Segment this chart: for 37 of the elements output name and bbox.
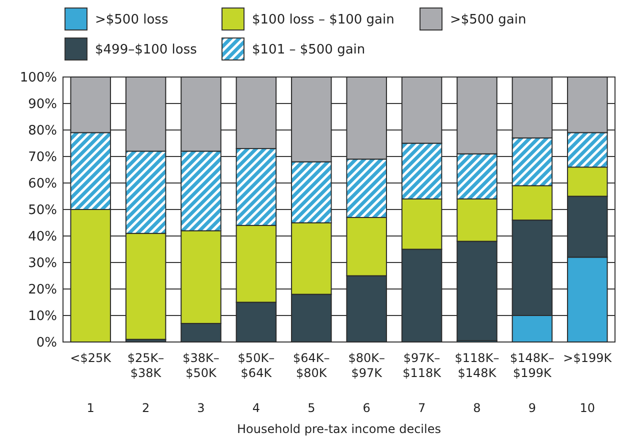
text: 1 <box>86 401 94 415</box>
text: 7 <box>418 401 426 415</box>
text: 3 <box>197 401 205 415</box>
legend-label: $101 – $500 gain <box>252 42 366 58</box>
y-tick-label: 50% <box>28 203 57 218</box>
x-tick-label: <$25K <box>70 351 112 365</box>
legend-label: >$500 loss <box>95 12 168 28</box>
x-tick-label: $118K– $148K <box>454 351 500 380</box>
y-tick-label: 60% <box>28 176 57 192</box>
x-tick-label: $80K– $97K <box>348 351 385 380</box>
text: 5 <box>308 401 316 415</box>
x-tick-label: $25K– $38K <box>127 351 164 380</box>
x-tick-label: >$199K <box>563 351 613 365</box>
x-tick-label: $148K– $199K <box>510 351 554 380</box>
y-tick-label: 80% <box>28 124 57 139</box>
text: 9 <box>528 401 536 415</box>
text: 6 <box>362 401 370 415</box>
x-tick-label: $64K– $80K <box>293 351 330 380</box>
legend-label: >$500 gain <box>450 12 526 28</box>
y-tick-label: 10% <box>28 309 57 324</box>
text: 8 <box>473 401 481 415</box>
text: 10 <box>580 401 596 415</box>
y-tick-label: 100% <box>20 70 57 86</box>
x-tick-label: $38K– $50K <box>182 351 220 380</box>
y-tick-label: 20% <box>28 282 57 298</box>
y-tick-label: 40% <box>28 230 57 245</box>
x-tick-label: $50K– $64K <box>238 351 275 380</box>
legend-label: $499–$100 loss <box>95 42 198 58</box>
legend-label: $100 loss – $100 gain <box>252 12 394 28</box>
x-tick-label: $97K– $118K <box>402 351 442 380</box>
text: 4 <box>252 401 260 415</box>
x-axis-title: Household pre-tax income deciles <box>237 422 441 436</box>
y-tick-label: 30% <box>28 256 57 272</box>
y-tick-label: 90% <box>28 97 57 112</box>
y-tick-label: 0% <box>36 336 57 351</box>
y-tick-label: 70% <box>28 150 57 166</box>
text: 2 <box>142 401 150 415</box>
